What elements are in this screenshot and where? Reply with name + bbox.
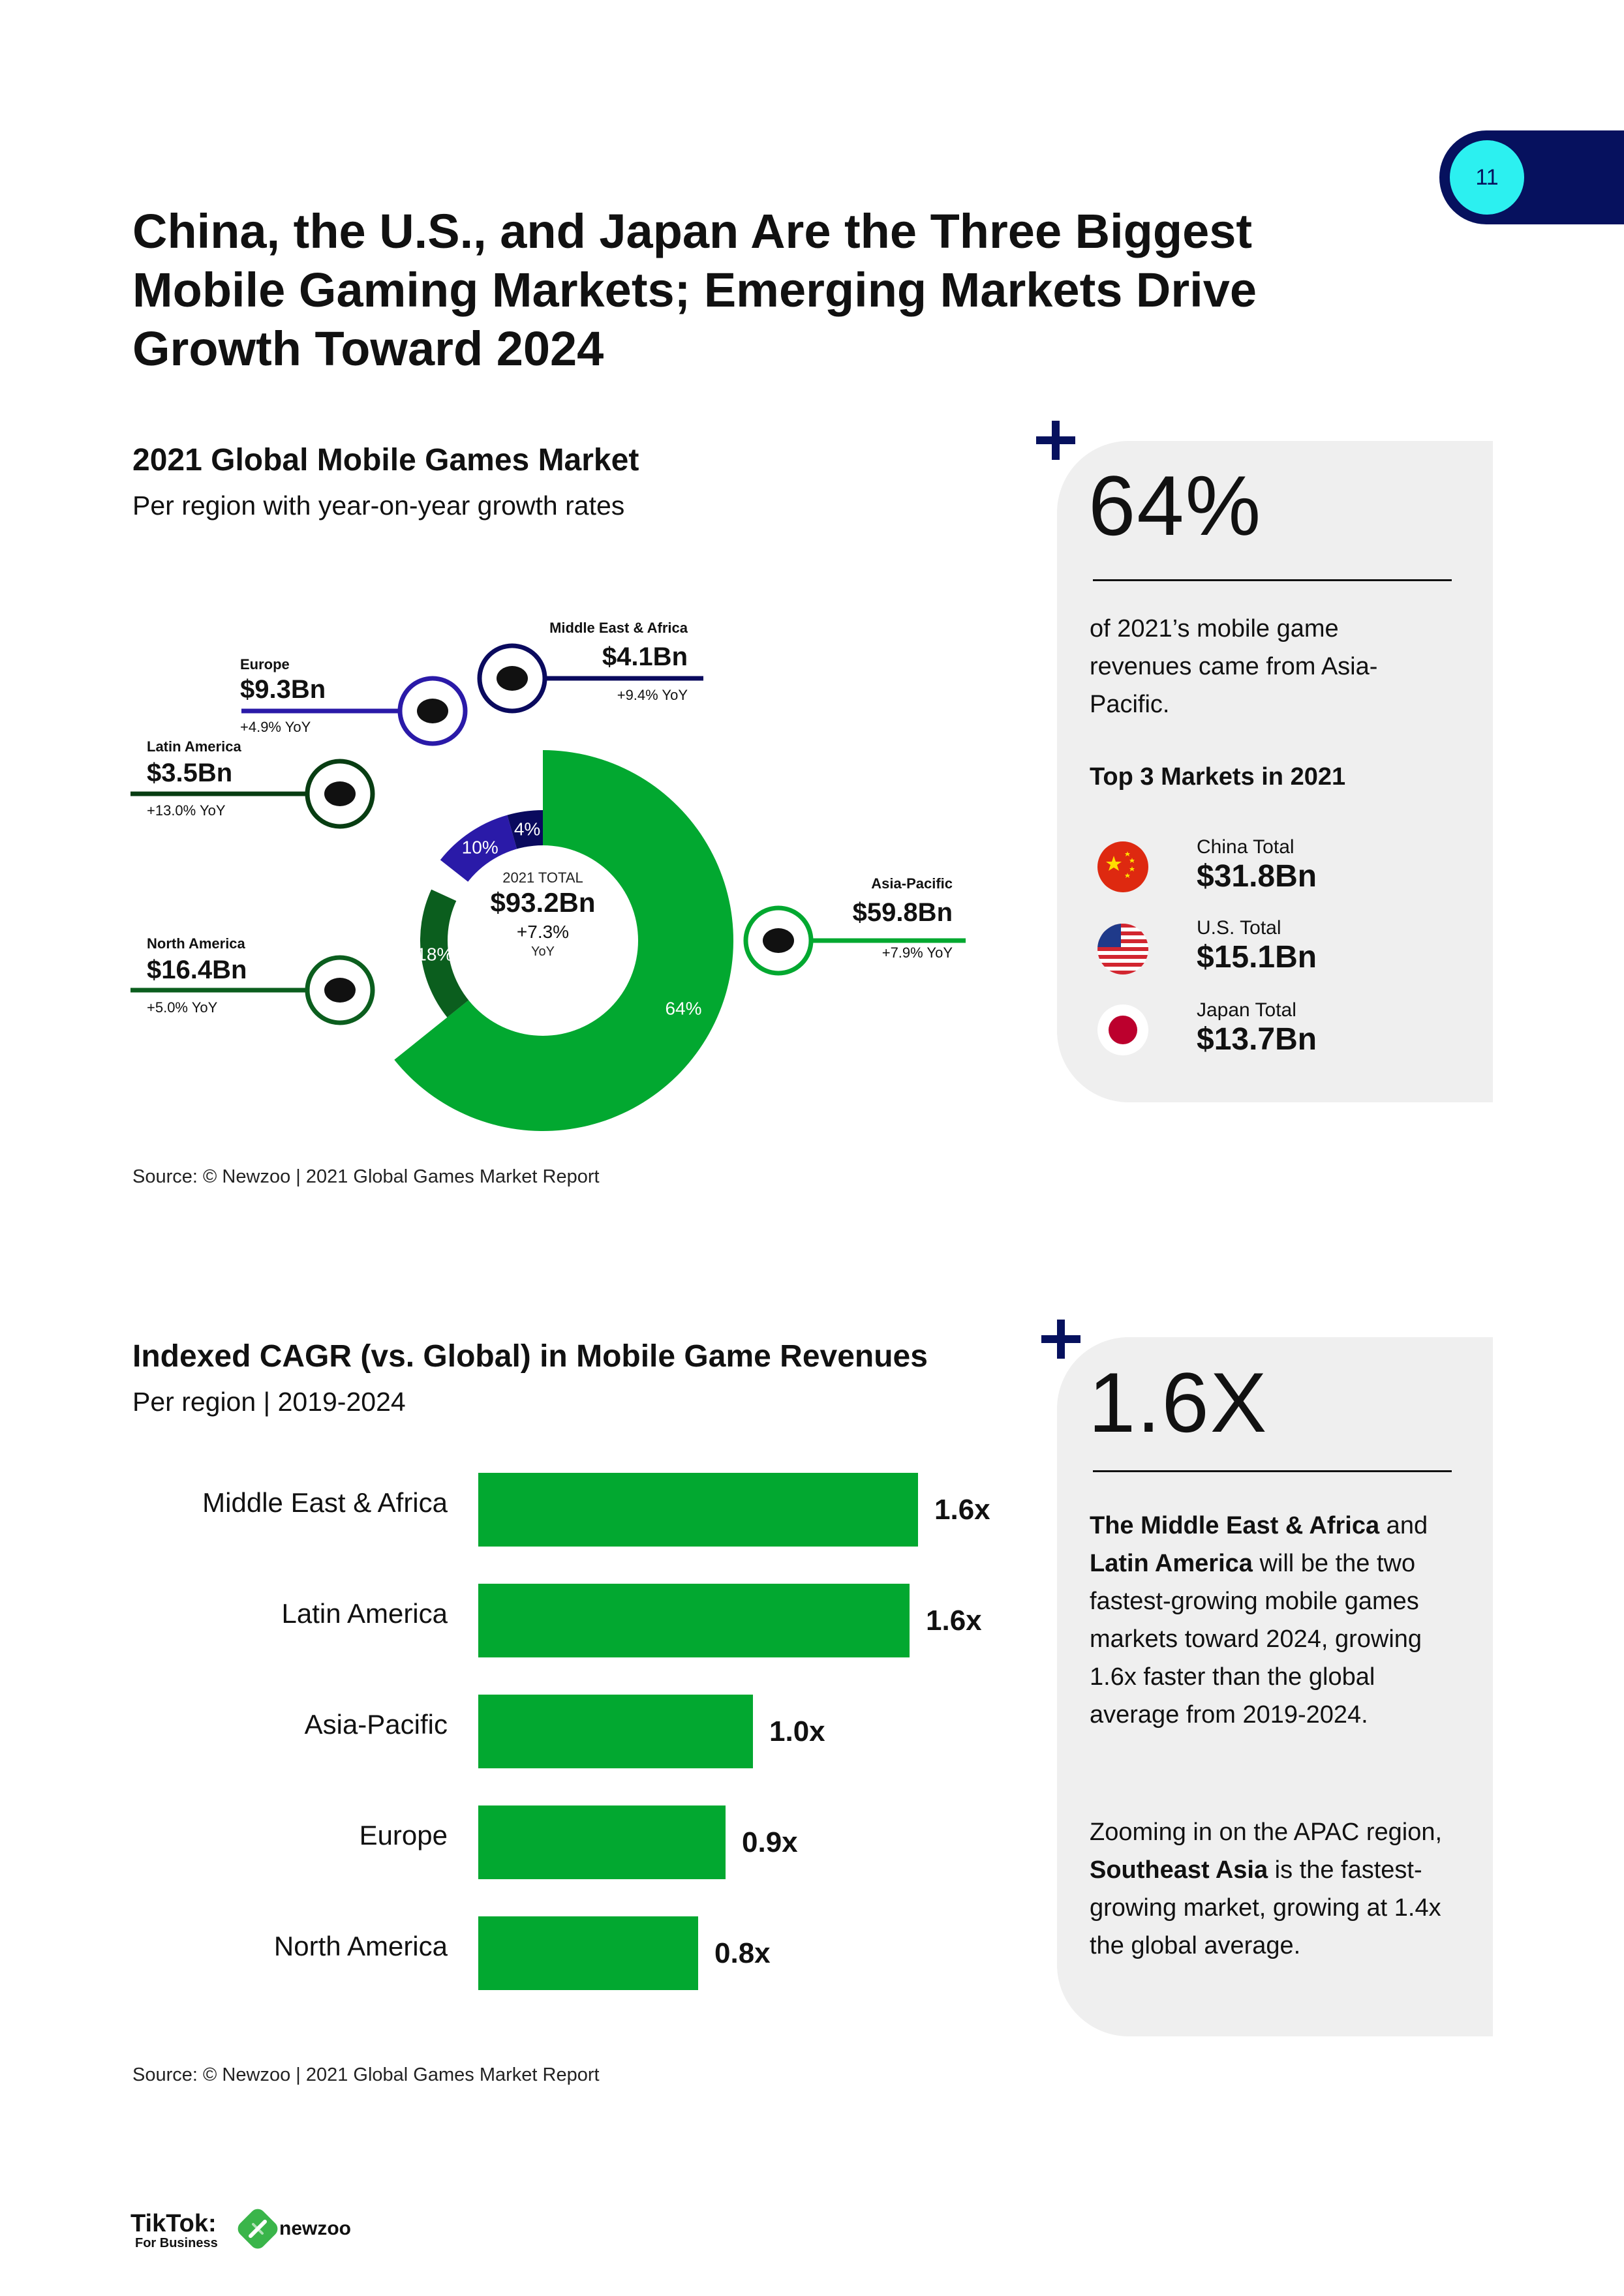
japan-flag-icon (1097, 1004, 1148, 1055)
callout-yoy-latin-america: +13.0% YoY (147, 802, 226, 819)
page-number: 11 (1450, 140, 1524, 215)
tiktok-logo: TikTok: (130, 2210, 217, 2237)
bar-label-north-america: North America (273, 1931, 448, 1961)
us-flag-icon (1097, 924, 1148, 974)
divider (1093, 1470, 1452, 1472)
bar-europe (478, 1805, 726, 1879)
callout-yoy-europe: +4.9% YoY (240, 719, 311, 735)
source-note-2: Source: © Newzoo | 2021 Global Games Mar… (132, 2064, 600, 2085)
callout-value-middle-east-and-africa: $4.1Bn (602, 642, 688, 671)
callout-name-europe: Europe (240, 656, 290, 672)
africa-map-icon (497, 666, 528, 691)
callout-name-north-america: North America (147, 935, 246, 952)
donut-hole (448, 845, 638, 1036)
callout-name-middle-east-and-africa: Middle East & Africa (549, 620, 688, 636)
oceania-map-icon (763, 928, 794, 953)
bar-label-latin-america: Latin America (281, 1598, 448, 1629)
bar-north-america (478, 1916, 698, 1990)
bar-asia-pacific (478, 1695, 753, 1768)
highlight-mea: The Middle East & Africa (1090, 1512, 1380, 1539)
donut-chart: 64% 18% 4% 10% 4% Asia-Pacific $59.8Bn +7.9% Y… (130, 620, 966, 1131)
china-flag-icon (1097, 841, 1148, 892)
donut-total-growth: +7.3% (517, 922, 569, 942)
big-stat-1-6x: 1.6X (1088, 1355, 1268, 1450)
bar-label-middle-east-and-africa: Middle East & Africa (202, 1487, 448, 1518)
bar-chart-heading: Indexed CAGR (vs. Global) in Mobile Game… (132, 1339, 928, 1374)
north-america-map-icon (324, 978, 356, 1003)
bar-label-asia-pacific: Asia-Pacific (304, 1709, 448, 1740)
bar-middle-east-and-africa (478, 1473, 918, 1547)
plus-icon (1041, 1320, 1080, 1359)
europe-map-icon (417, 699, 448, 723)
big-stat-64: 64% (1088, 458, 1263, 553)
callout-value-asia-pacific: $59.8Bn (853, 898, 953, 927)
newzoo-logo-text: newzoo (279, 2218, 351, 2239)
donut-pct-label-asia-pacific: 64% (665, 998, 701, 1018)
page-title: China, the U.S., and Japan Are the Three… (132, 204, 1257, 376)
market-label-china: China Total (1197, 836, 1295, 858)
callout-value-latin-america: $3.5Bn (147, 759, 232, 787)
highlight-latam: Latin America (1090, 1550, 1253, 1577)
callout-value-europe: $9.3Bn (240, 675, 326, 704)
south-america-map-icon (324, 781, 356, 806)
highlight-sea: Southeast Asia (1090, 1856, 1268, 1884)
callout-name-latin-america: Latin America (147, 738, 241, 755)
callout-yoy-north-america: +5.0% YoY (147, 999, 218, 1016)
market-label-us: U.S. Total (1197, 917, 1281, 939)
bar-value-europe: 0.9x (742, 1826, 798, 1858)
donut-total-growth-unit: YoY (531, 944, 555, 959)
donut-pct-label-middle-east-and-africa: 4% (514, 819, 540, 839)
bar-value-latin-america: 1.6x (926, 1605, 982, 1637)
donut-pct-label-north-america: 18% (416, 944, 453, 965)
market-value-us: $15.1Bn (1197, 940, 1317, 974)
market-value-japan: $13.7Bn (1197, 1022, 1317, 1057)
divider (1093, 579, 1452, 581)
card2-paragraph-1: The Middle East & Africa and Latin Ameri… (1090, 1512, 1428, 1729)
callout-value-north-america: $16.4Bn (147, 956, 247, 984)
bar-chart-subheading: Per region | 2019-2024 (132, 1387, 406, 1417)
insight-card-asia-pacific (1057, 441, 1493, 1102)
bar-label-europe: Europe (359, 1820, 448, 1850)
bar-latin-america (478, 1584, 910, 1657)
callout-name-asia-pacific: Asia-Pacific (871, 875, 953, 892)
insight-card-cagr (1057, 1337, 1493, 2036)
market-label-japan: Japan Total (1197, 999, 1296, 1021)
callout-yoy-middle-east-and-africa: +9.4% YoY (617, 687, 688, 703)
donut-total-label: 2021 TOTAL (502, 869, 583, 886)
market-value-china: $31.8Bn (1197, 859, 1317, 894)
donut-pct-label-europe: 10% (462, 837, 498, 857)
newzoo-logo-icon (237, 2209, 278, 2249)
bar-value-asia-pacific: 1.0x (769, 1715, 825, 1747)
card2-paragraph-2: Zooming in on the APAC region, Southeast… (1090, 1819, 1443, 1959)
card1-text: of 2021’s mobile game revenues came from… (1090, 615, 1378, 718)
donut-total-value: $93.2Bn (490, 887, 595, 918)
donut-chart-subheading: Per region with year-on-year growth rate… (132, 491, 625, 521)
donut-chart-heading: 2021 Global Mobile Games Market (132, 443, 639, 477)
tiktok-business-text: For Business (135, 2236, 218, 2250)
top-markets-heading: Top 3 Markets in 2021 (1090, 763, 1346, 791)
source-note-1: Source: © Newzoo | 2021 Global Games Mar… (132, 1166, 600, 1187)
bar-value-middle-east-and-africa: 1.6x (934, 1494, 990, 1526)
donut-pct-label-latin-america: 4% (440, 877, 467, 897)
callout-yoy-asia-pacific: +7.9% YoY (882, 944, 953, 961)
plus-icon (1036, 421, 1075, 460)
bar-value-north-america: 0.8x (714, 1937, 771, 1969)
